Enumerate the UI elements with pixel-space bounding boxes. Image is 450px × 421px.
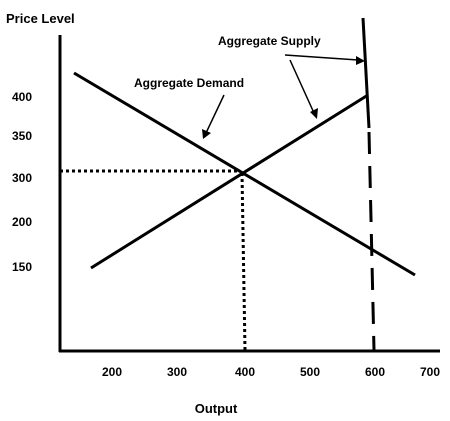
y-tick-label: 300 [12, 171, 32, 185]
y-tick-label: 400 [12, 90, 32, 104]
long-run-aggregate-supply-dashed [367, 131, 376, 351]
arrow-to-aggregate-supply-line [289, 59, 318, 119]
x-tick-label: 500 [300, 365, 320, 379]
y-axis-title: Price Level [6, 11, 75, 26]
aggregate-demand-line [73, 71, 416, 277]
long-run-aggregate-supply-solid [361, 17, 371, 129]
aggregate-supply-line [90, 93, 369, 270]
y-tick-label: 150 [12, 260, 32, 274]
y-tick-label: 200 [12, 215, 32, 229]
x-tick-label: 700 [420, 365, 440, 379]
x-tick-label: 600 [365, 365, 385, 379]
x-tick-label: 300 [167, 365, 187, 379]
x-tick-label: 200 [102, 365, 122, 379]
x-axis-title: Output [195, 401, 238, 416]
equilibrium-output-guide [240, 172, 247, 351]
arrow-to-aggregate-demand [202, 94, 225, 139]
aggregate-supply-annotation: Aggregate Supply [218, 34, 321, 48]
arrow-to-long-run-aggregate-supply [284, 54, 365, 65]
aggregate-demand-annotation: Aggregate Demand [134, 76, 244, 90]
x-tick-label: 400 [235, 365, 255, 379]
y-tick-label: 350 [12, 129, 32, 143]
